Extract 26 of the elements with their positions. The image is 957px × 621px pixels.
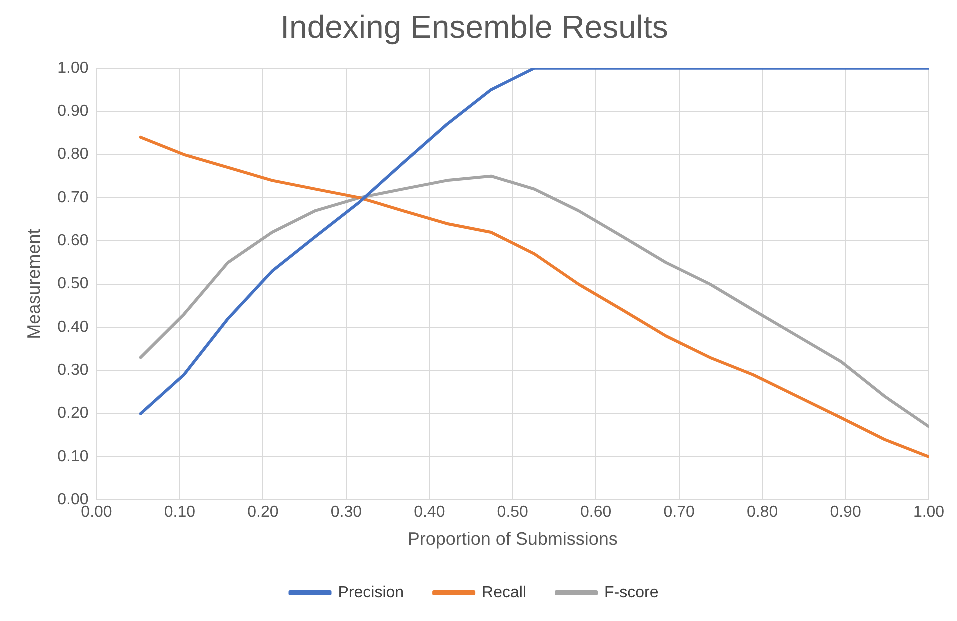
y-tick-label: 1.00 [58,60,89,77]
x-tick-label: 0.30 [330,504,362,522]
y-tick-label: 0.60 [58,232,89,250]
x-tick-label: 0.10 [164,504,196,522]
y-tick-label: 0.90 [58,102,89,120]
x-tick-label: 0.80 [746,504,778,522]
x-tick-label: 1.00 [913,504,945,522]
y-tick-label: 0.50 [58,276,89,293]
chart-title: Indexing Ensemble Results [280,9,668,46]
y-tick-label: 0.40 [58,318,89,336]
y-axis-title: Measurement [24,229,44,340]
x-tick-label: 0.60 [580,504,612,522]
y-tick-label: 0.30 [58,362,89,380]
legend-label: Recall [482,584,527,602]
y-tick-label: 0.70 [58,189,89,206]
y-tick-label: 0.80 [58,146,89,164]
x-tick-label: 0.40 [414,504,446,522]
legend-label: Precision [338,584,404,602]
x-tick-label: 0.20 [248,504,279,522]
y-tick-label: 0.10 [58,448,89,466]
legend-label: F-score [604,584,659,602]
y-tick-label: 0.20 [58,405,89,422]
x-axis-title: Proportion of Submissions [408,529,618,550]
x-tick-label: 0.50 [497,504,529,522]
x-tick-label: 0.70 [664,504,695,522]
x-tick-label: 0.90 [830,504,862,522]
